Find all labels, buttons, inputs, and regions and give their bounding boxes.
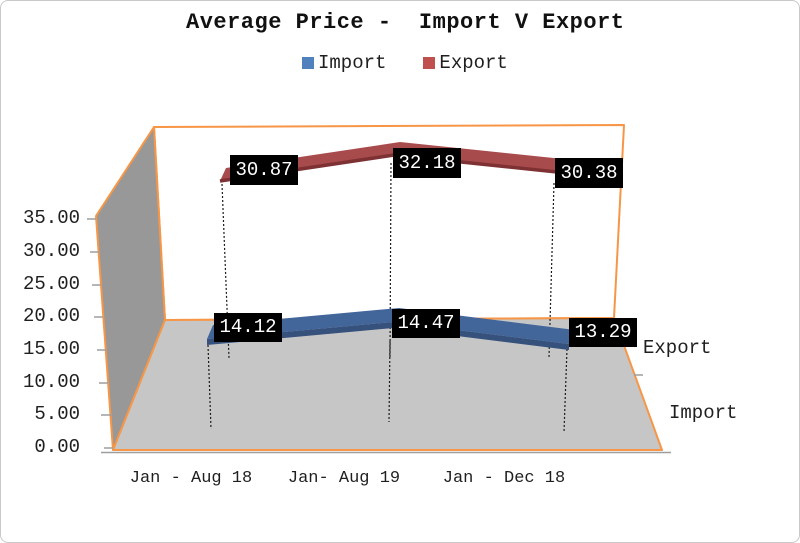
- data-label-import-1: 14.47: [392, 309, 460, 338]
- y-axis-label: 0.00: [34, 436, 80, 458]
- depth-label-export: Export: [643, 337, 712, 359]
- depth-label-import: Import: [669, 402, 738, 424]
- data-label-export-0: 30.87: [230, 155, 298, 185]
- import-swatch-rect: [302, 57, 314, 69]
- y-axis-label: 10.00: [22, 371, 80, 393]
- import-dropline: [563, 348, 568, 433]
- y-axis-label: 25.00: [22, 273, 80, 295]
- legend: Import Export: [302, 52, 508, 74]
- data-label-import-2: 13.29: [569, 318, 637, 347]
- y-axis-label: 15.00: [22, 338, 80, 360]
- export-swatch-rect: [423, 57, 436, 69]
- y-axis-label: 5.00: [34, 403, 80, 425]
- y-axis-label: 35.00: [22, 207, 80, 229]
- category-label: Jan - Dec 18: [442, 469, 566, 488]
- export-dropline: [389, 162, 392, 360]
- y-axis-label: 20.00: [22, 305, 80, 327]
- category-label: Jan - Aug 18: [129, 469, 253, 488]
- export-ribbon: [220, 142, 563, 181]
- import-dropline: [388, 340, 391, 423]
- data-label-import-0: 14.12: [214, 313, 282, 342]
- y-axis-label: 30.00: [22, 240, 80, 262]
- legend-item-export: Export: [423, 52, 508, 74]
- value-axis-ticks: [87, 218, 113, 449]
- legend-item-import: Import: [302, 52, 386, 74]
- legend-label-export: Export: [439, 52, 508, 74]
- data-label-export-1: 32.18: [393, 148, 461, 178]
- chart-title: Average Price - Import V Export: [186, 10, 625, 35]
- export-swatch-icon: [423, 57, 436, 69]
- import-swatch-icon: [302, 57, 314, 69]
- legend-label-import: Import: [318, 52, 387, 74]
- data-label-export-2: 30.38: [555, 158, 623, 188]
- category-label: Jan- Aug 19: [287, 469, 401, 488]
